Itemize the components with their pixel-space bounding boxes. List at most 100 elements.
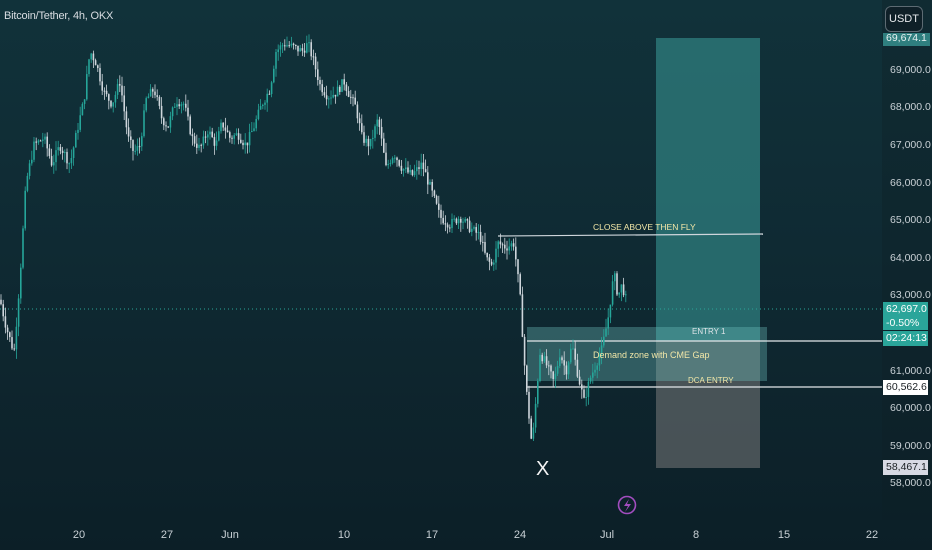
date-tick: 17	[425, 529, 439, 541]
price-tick: 63,000.0	[890, 289, 931, 301]
candle-body	[281, 45, 284, 47]
candle-body	[526, 365, 528, 392]
candle-body	[237, 133, 240, 140]
candle-body	[354, 97, 356, 105]
candle-body	[222, 122, 224, 128]
candle-body	[314, 56, 317, 70]
price-tick: 61,000.0	[890, 365, 931, 377]
candle-body	[383, 138, 385, 153]
lightning-icon[interactable]	[617, 495, 637, 515]
candle-body	[211, 131, 213, 138]
candle-body	[328, 98, 330, 100]
candle-body	[86, 74, 88, 100]
candle-body	[24, 190, 26, 229]
candle-body	[431, 182, 433, 191]
candle-body	[352, 97, 354, 99]
candle-body	[127, 127, 130, 137]
currency-button[interactable]: USDT	[885, 6, 923, 32]
candle-body	[449, 227, 451, 229]
profit-zone[interactable]	[656, 38, 760, 341]
candle-body	[325, 95, 328, 100]
loss-zone[interactable]	[656, 341, 760, 468]
candle-body	[620, 284, 623, 293]
candle-body	[356, 104, 359, 119]
candle-body	[165, 125, 167, 127]
candle-body	[270, 82, 273, 94]
candle-body	[295, 45, 297, 47]
candle-body	[479, 231, 482, 242]
candle-body	[244, 142, 246, 146]
candle-body	[196, 143, 198, 148]
price-scale[interactable]	[882, 0, 932, 520]
candle-body	[189, 116, 191, 135]
candle-body	[116, 84, 119, 95]
date-tick: 10	[337, 529, 351, 541]
close-above-label[interactable]: CLOSE ABOVE THEN FLY	[593, 222, 696, 232]
candle-body	[97, 65, 99, 69]
candle-body	[213, 137, 216, 146]
dca-entry-label[interactable]: DCA ENTRY	[688, 376, 734, 385]
candle-body	[125, 111, 128, 128]
candle-body	[68, 163, 70, 165]
candle-body	[4, 316, 7, 328]
candle-body	[559, 357, 561, 366]
candle-body	[187, 107, 189, 117]
candle-body	[532, 427, 535, 439]
candle-body	[499, 241, 502, 245]
candle-body	[609, 304, 612, 318]
candle-body	[310, 42, 312, 57]
candle-body	[600, 345, 603, 356]
date-tick: 20	[72, 529, 86, 541]
candle-body	[482, 241, 484, 243]
candle-body	[83, 99, 86, 104]
candle-body	[253, 128, 255, 131]
candle-body	[594, 369, 596, 373]
candle-body	[336, 86, 339, 97]
candle-body	[66, 152, 68, 164]
candle-body	[90, 53, 92, 60]
demand-zone-label[interactable]: Demand zone with CME Gap	[593, 350, 710, 360]
candle-body	[473, 227, 475, 229]
candle-body	[35, 141, 37, 143]
candle-body	[240, 139, 242, 143]
candle-body	[398, 160, 400, 166]
candle-body	[31, 159, 33, 164]
candle-body	[42, 139, 44, 141]
candle-body	[583, 389, 585, 398]
candle-body	[402, 169, 405, 171]
candle-body	[229, 132, 231, 138]
candle-body	[363, 132, 365, 143]
candle-body	[581, 384, 583, 390]
candle-body	[273, 68, 275, 83]
candle-body	[574, 348, 576, 360]
candle-body	[358, 118, 361, 124]
close-above-line[interactable]	[497, 233, 764, 237]
candle-body	[330, 97, 332, 99]
date-tick: 27	[160, 529, 174, 541]
candle-body	[570, 348, 572, 363]
candle-body	[585, 397, 587, 399]
candle-body	[251, 130, 253, 133]
candle-body	[306, 43, 308, 53]
candle-body	[156, 95, 158, 97]
candle-body	[596, 365, 598, 370]
dca-price-badge: 60,562.6	[883, 380, 928, 395]
current-price-badge: 62,697.0	[883, 302, 928, 316]
candle-body	[378, 119, 381, 127]
candle-body	[242, 142, 244, 146]
entry1-label[interactable]: ENTRY 1	[692, 327, 726, 336]
candle-body	[75, 132, 77, 148]
candles-series	[0, 34, 627, 442]
candle-body	[275, 52, 277, 69]
candle-body	[453, 218, 455, 220]
candle-body	[39, 140, 42, 142]
candle-body	[380, 126, 383, 139]
candle-body	[343, 79, 345, 85]
candle-body	[149, 89, 152, 97]
candle-body	[528, 391, 530, 419]
x-mark[interactable]: X	[536, 458, 550, 480]
symbol-title: Bitcoin/Tether, 4h, OKX	[4, 10, 114, 22]
top-price-badge: 69,674.1	[883, 33, 930, 46]
candle-body	[543, 356, 546, 362]
